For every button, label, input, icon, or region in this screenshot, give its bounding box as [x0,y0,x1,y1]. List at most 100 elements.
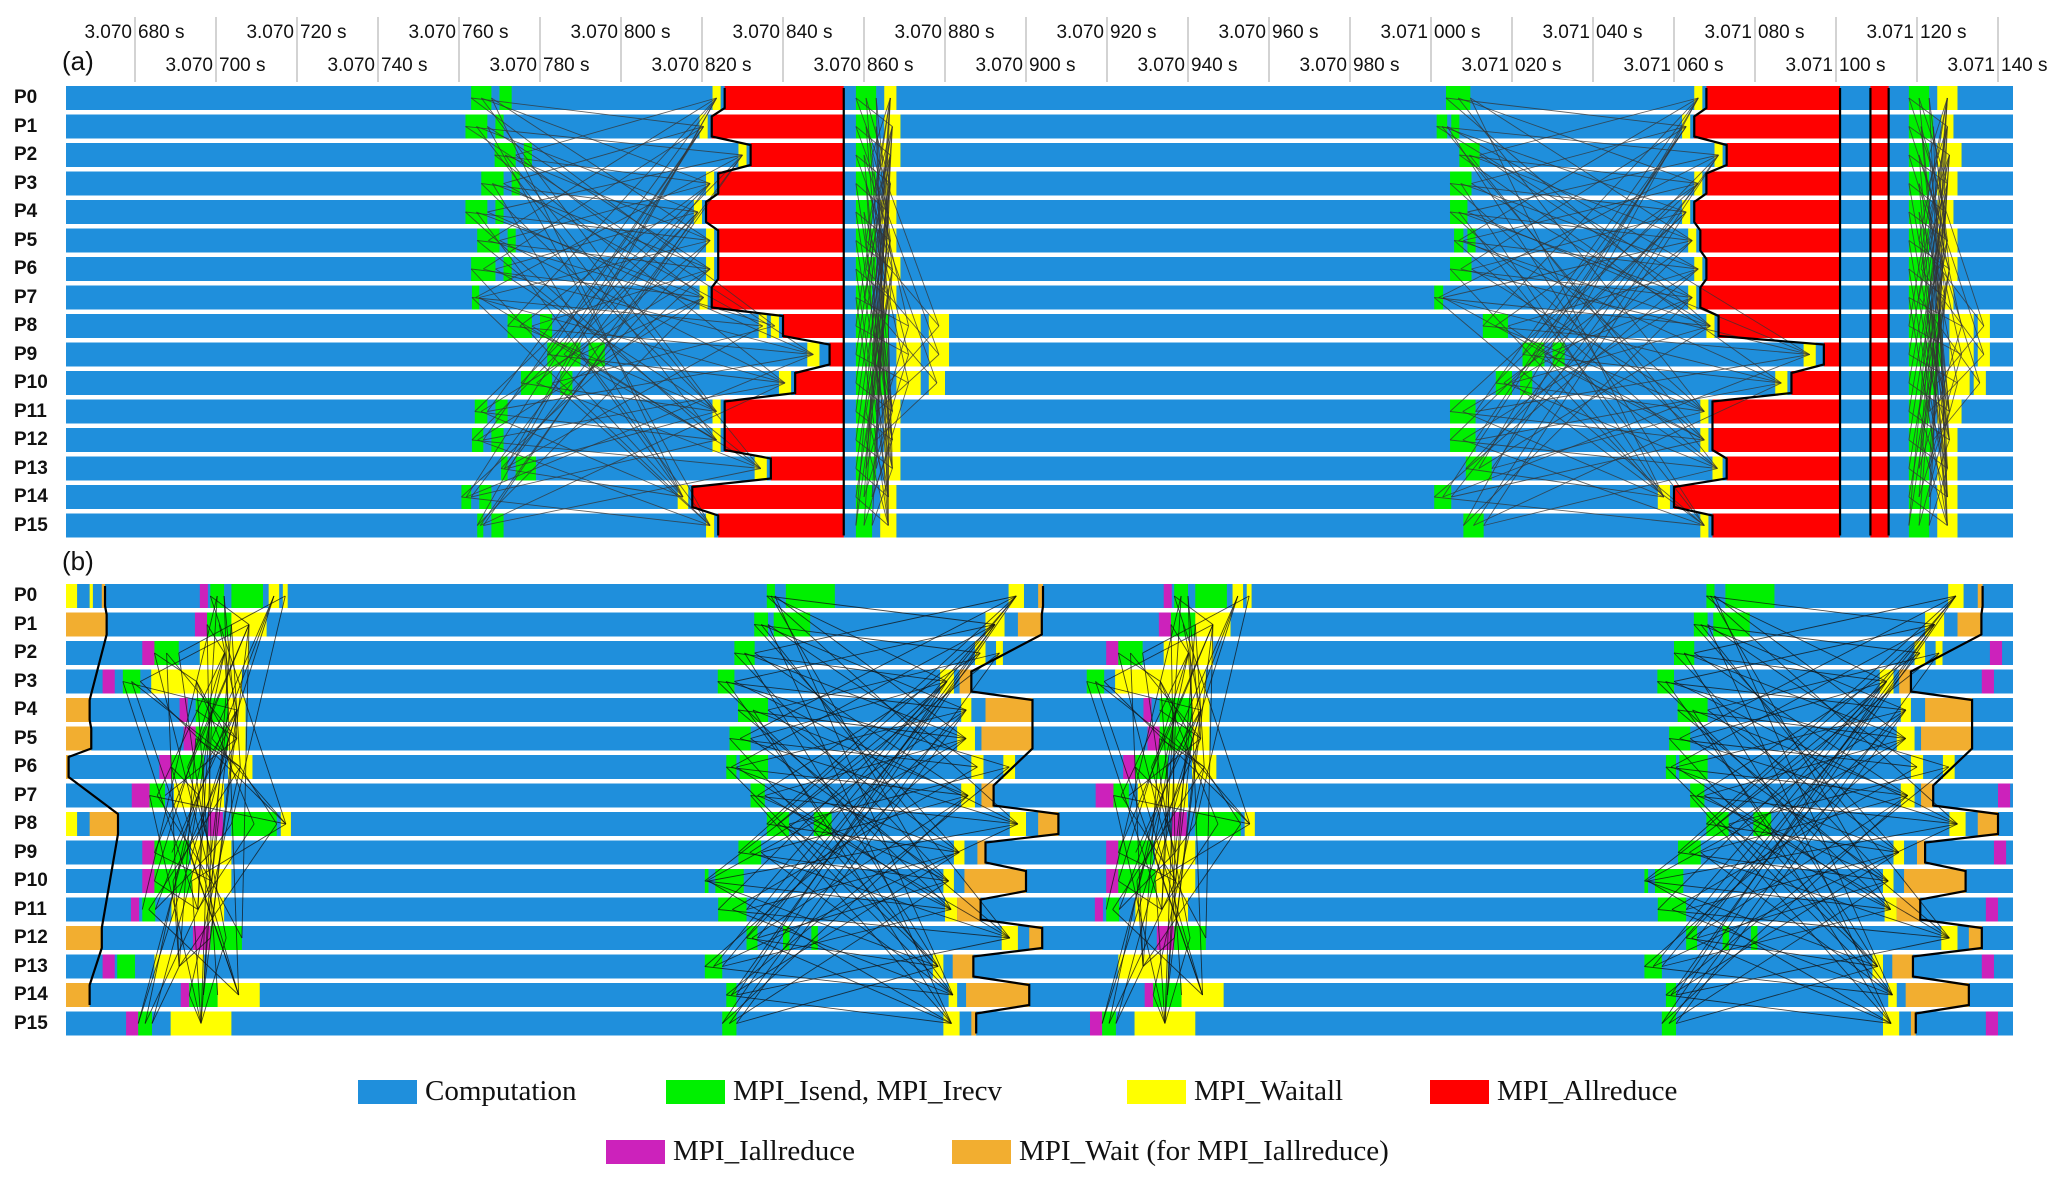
message-line [725,766,954,996]
segment-mpi-allreduce [1726,456,1841,481]
message-line [704,880,952,910]
message-line [855,126,891,156]
message-line [751,937,952,1024]
message-line [1459,154,1782,384]
message-line [487,354,814,412]
segment-mpi-iallreduce [1106,840,1119,865]
message-line [1491,154,1719,469]
message-line [1928,439,1950,498]
segment-mpi-allreduce [1870,86,1889,110]
message-line [122,681,237,711]
process-label: P8 [14,813,38,834]
segment-mpi-isend-mpi-irecv [511,171,520,196]
segment-mpi-allreduce [1870,342,1889,367]
message-line [1462,268,1699,412]
message-line [471,211,699,441]
collective-outline [1909,586,2000,1034]
message-line [855,411,893,441]
message-line [744,652,967,739]
segment-mpi-waitall [754,456,767,481]
message-line [722,909,952,967]
message-line [1922,382,1948,469]
message-line [704,652,1000,882]
segment-mpi-wait-for-mpi-iallreduce [981,783,994,808]
segment-mpi-allreduce [770,456,844,481]
message-line [515,97,717,156]
message-line [1175,595,1239,739]
message-line [1918,97,1948,469]
message-line [752,709,969,796]
message-line [1644,880,1891,910]
process-label: P7 [14,286,38,308]
message-line [477,240,711,270]
process-label: P0 [14,585,38,606]
message-line [865,97,891,241]
segment-mpi-wait-for-mpi-iallreduce [66,612,107,637]
segment-mpi-wait-for-mpi-iallreduce [1925,698,1973,722]
message-line [1120,652,1189,796]
message-line [1442,297,1705,441]
segment-mpi-allreduce [1870,513,1889,538]
message-line [729,738,939,967]
message-line [471,268,704,298]
message-line [734,652,948,682]
message-line [494,154,786,384]
segment-mpi-wait-for-mpi-iallreduce [1957,612,1982,637]
message-line [717,681,967,711]
segment-mpi-waitall [1688,228,1697,253]
message-line [178,595,286,654]
segment-mpi-allreduce [1700,285,1841,310]
segment-mpi-isend-mpi-irecv [507,228,516,253]
message-line [520,154,743,384]
message-line [1203,766,1242,825]
process-label: P14 [14,984,48,1005]
segment-mpi-allreduce [718,228,844,253]
computation-bar [66,698,2013,722]
message-line [471,439,717,498]
segment-mpi-allreduce [1870,171,1889,196]
legend-label: MPI_Waitall [1194,1075,1344,1107]
message-line [1928,468,1948,526]
segment-mpi-allreduce [724,399,844,424]
message-line [777,823,952,910]
segment-mpi-iallreduce [1998,783,2011,808]
message-line [1675,681,1887,996]
message-line [1463,97,1699,526]
message-line [230,595,286,825]
message-line [1704,738,1906,796]
segment-mpi-allreduce [711,114,844,139]
message-line [770,595,948,682]
message-line [1918,154,1950,298]
legend-label: MPI_Allreduce [1497,1075,1678,1107]
message-line [488,240,776,327]
message-line [855,97,940,327]
message-line [1908,183,1948,412]
segment-mpi-isend-mpi-irecv [746,926,758,950]
message-line [148,766,241,910]
message-line [760,624,967,711]
segment-mpi-iallreduce [1144,983,1154,1007]
message-line [1652,595,1957,967]
segment-mpi-wait-for-mpi-iallreduce [1029,926,1043,950]
message-line [1677,624,1935,853]
computation-bar [66,314,2013,338]
message-line [200,624,232,1024]
segment-mpi-allreduce [1712,399,1841,424]
message-line [1511,325,1711,384]
message-line [519,183,711,327]
message-line [855,97,891,327]
message-line [1471,268,1705,412]
computation-bar [66,669,2013,694]
message-line [1671,766,1918,910]
segment-mpi-allreduce [1791,371,1841,395]
message-line [746,937,939,967]
segment-mpi-wait-for-mpi-iallreduce [66,983,90,1007]
message-line [855,183,891,412]
message-line [1118,880,1162,910]
message-line [580,297,704,355]
message-line [1449,183,1687,213]
process-label: P11 [14,400,47,422]
message-line [1691,795,1908,939]
segment-mpi-wait-for-mpi-iallreduce [981,726,1033,751]
message-line [739,595,1017,739]
